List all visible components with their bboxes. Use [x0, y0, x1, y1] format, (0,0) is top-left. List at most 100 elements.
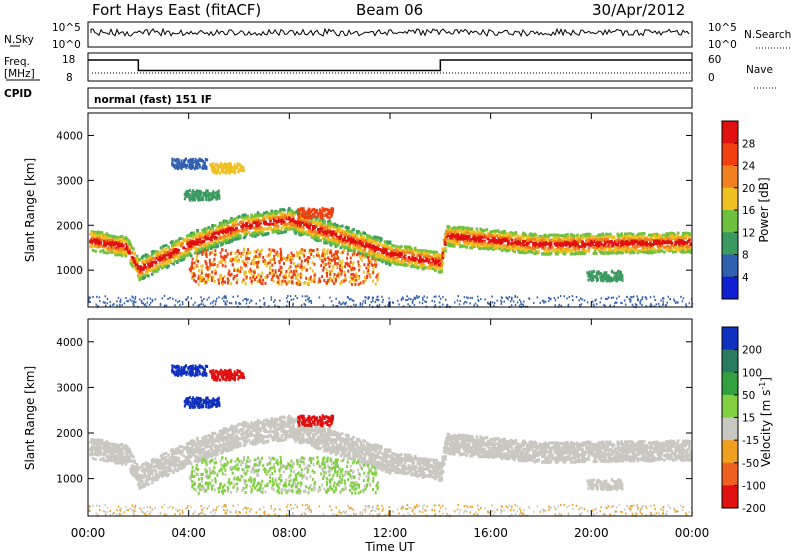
power-cell	[290, 270, 293, 274]
power-cell	[296, 250, 299, 254]
power-cell	[290, 261, 293, 265]
power-cell	[532, 237, 535, 241]
power-cell	[465, 245, 469, 249]
power-cell	[135, 262, 139, 266]
power-cell	[438, 295, 440, 298]
power-cell	[314, 234, 318, 238]
power-cell	[435, 250, 438, 254]
power-cell	[400, 298, 403, 301]
power-cell	[313, 229, 316, 233]
power-cell	[321, 251, 324, 255]
power-cell	[295, 281, 298, 285]
power-cell	[265, 222, 269, 226]
power-cell	[346, 256, 349, 260]
power-cell	[232, 277, 235, 281]
power-cell	[279, 247, 282, 251]
power-cell	[130, 251, 134, 255]
power-cell	[585, 236, 588, 240]
power-cell	[329, 260, 332, 264]
power-cell	[212, 261, 215, 265]
power-cell	[386, 255, 389, 259]
power-cell	[581, 240, 584, 244]
power-cell	[574, 250, 578, 254]
power-cell	[119, 298, 122, 301]
power-cell	[332, 230, 335, 234]
power-cell	[622, 245, 626, 249]
power-cell	[96, 295, 98, 298]
power-cell	[302, 252, 305, 256]
power-cell	[639, 240, 642, 244]
power-cell	[253, 277, 256, 281]
power-cell	[294, 295, 297, 298]
power-cell	[259, 299, 261, 302]
power-cell	[334, 262, 337, 266]
power-cell	[275, 252, 278, 256]
power-cell	[517, 234, 520, 238]
power-cell	[352, 235, 355, 239]
power-cell	[355, 272, 358, 276]
power-cell	[230, 259, 233, 263]
power-cell	[689, 250, 693, 254]
power-cell	[337, 242, 340, 246]
power-cell	[567, 246, 571, 250]
power-cell	[407, 256, 411, 260]
power-cell	[352, 228, 355, 232]
power-cell	[591, 241, 594, 245]
power-cell	[319, 218, 323, 222]
power-cell	[652, 248, 656, 252]
power-cell	[569, 252, 573, 256]
power-cell	[243, 248, 246, 252]
power-cell	[356, 235, 359, 239]
power-cell	[339, 235, 343, 239]
power-cell	[332, 225, 335, 229]
power-cell	[288, 217, 291, 221]
power-cell	[553, 297, 556, 300]
power-cell	[328, 219, 331, 223]
power-cell	[318, 256, 321, 260]
power-cell	[205, 197, 208, 201]
power-cell	[631, 303, 634, 306]
power-cell	[371, 264, 374, 268]
power-cell	[524, 233, 528, 237]
power-cell	[666, 301, 669, 304]
power-cell	[470, 245, 474, 249]
power-cell	[367, 263, 370, 267]
power-cell	[610, 296, 613, 299]
power-cell	[217, 281, 220, 285]
power-cell	[200, 268, 203, 272]
power-cell	[352, 237, 355, 241]
power-cell	[138, 257, 141, 261]
power-cell	[323, 258, 326, 262]
power-cell	[223, 296, 226, 299]
power-cell	[202, 192, 205, 196]
power-cell	[650, 304, 653, 307]
power-cell	[427, 265, 431, 269]
power-cell	[332, 207, 335, 211]
power-cell	[298, 250, 301, 254]
power-cell	[299, 280, 302, 284]
power-cell	[624, 232, 627, 236]
power-cell	[197, 198, 200, 202]
power-cell	[322, 230, 325, 234]
power-cell	[335, 252, 338, 256]
power-cell	[309, 250, 312, 254]
power-cell	[324, 252, 327, 256]
power-cell	[301, 214, 304, 218]
power-cell	[455, 228, 459, 232]
power-cell	[486, 237, 490, 241]
power-cell	[511, 298, 513, 301]
power-cell	[142, 254, 145, 258]
power-cell	[303, 223, 306, 227]
power-cell	[317, 251, 320, 255]
power-cell	[376, 298, 379, 301]
power-cell	[232, 295, 235, 298]
power-cell	[343, 236, 347, 240]
power-cell	[296, 279, 299, 283]
power-cell	[305, 257, 308, 261]
power-cell	[245, 299, 248, 302]
power-cell	[195, 255, 198, 259]
power-cell	[284, 258, 287, 262]
noise-trace	[90, 27, 690, 38]
power-cell	[539, 301, 542, 304]
power-cell	[357, 282, 360, 286]
